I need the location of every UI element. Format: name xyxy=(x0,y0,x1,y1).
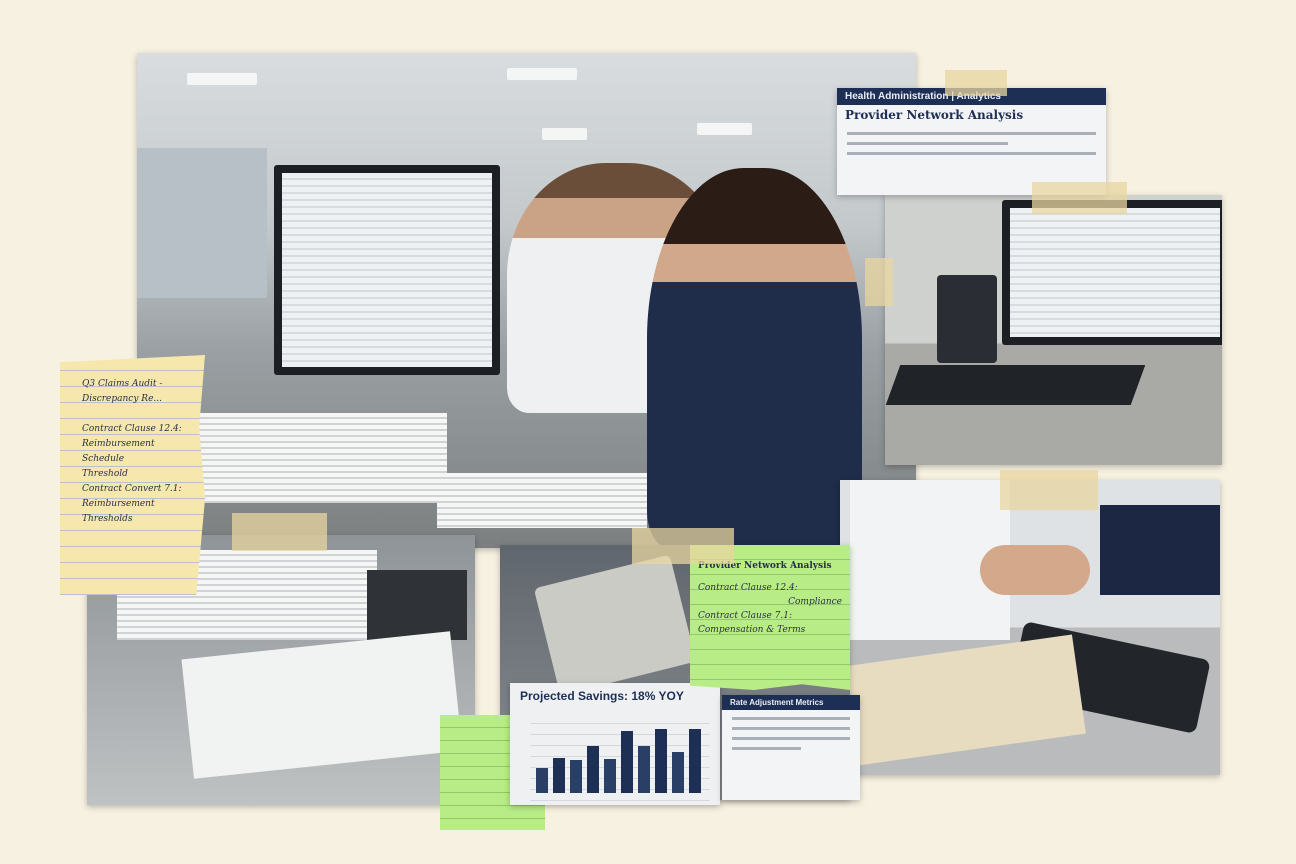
chart-bar xyxy=(655,729,667,793)
chart-title: Projected Savings: 18% YOY xyxy=(520,689,684,703)
note-title: Q3 Claims Audit - Discrepancy Re... xyxy=(82,379,163,404)
chart-bar xyxy=(587,746,599,793)
note-line: Thresholds xyxy=(82,514,133,524)
note-line: Contract Clause 12.4: xyxy=(82,424,182,434)
note-line: Reimbursement xyxy=(82,439,155,449)
woman-figure xyxy=(647,168,862,548)
paper-stack xyxy=(197,413,447,503)
note-title: Provider Network Analysis xyxy=(698,561,832,571)
note-line: Reimbursement xyxy=(82,499,155,509)
chart-bar xyxy=(570,760,582,793)
monitor xyxy=(274,165,500,375)
chart-bar xyxy=(536,768,548,793)
note-line: Contract Convert 7.1: xyxy=(82,484,182,494)
side-doc-header: Rate Adjustment Metrics xyxy=(722,695,860,710)
chart-bar xyxy=(689,729,701,793)
folder xyxy=(844,634,1086,766)
report xyxy=(181,631,463,779)
note-line: Contract Clause 7.1: xyxy=(698,611,792,621)
desk-photo xyxy=(885,195,1222,465)
chart-bar xyxy=(621,730,633,793)
chart-bar xyxy=(604,758,616,793)
rate-metrics-document: Rate Adjustment Metrics xyxy=(722,695,860,800)
chart-bar xyxy=(553,757,565,793)
note-line: Compliance xyxy=(788,597,842,607)
savings-chart: Projected Savings: 18% YOY xyxy=(510,683,720,805)
document-title: Provider Network Analysis xyxy=(845,108,1024,122)
note-line: Schedule xyxy=(82,454,125,464)
note-line: Threshold xyxy=(82,469,128,479)
office-photo xyxy=(137,53,916,548)
yellow-sticky-note: Q3 Claims Audit - Discrepancy Re... Cont… xyxy=(60,355,205,595)
green-sticky-note: Provider Network Analysis Contract Claus… xyxy=(690,545,850,690)
keyboard xyxy=(885,365,1146,405)
note-line: Compensation & Terms xyxy=(698,625,806,635)
network-analysis-document: Health Administration | Analytics Provid… xyxy=(837,88,1106,195)
document-header: Health Administration | Analytics xyxy=(837,88,1106,105)
handshake xyxy=(980,545,1090,595)
calculator xyxy=(367,570,467,640)
chart-bar xyxy=(638,746,650,793)
chart-bar xyxy=(672,752,684,793)
handshake-photo xyxy=(840,480,1220,775)
id-badge xyxy=(937,275,997,363)
note-line: Contract Clause 12.4: xyxy=(698,583,798,593)
window-glass xyxy=(137,148,267,298)
documents xyxy=(437,473,647,528)
